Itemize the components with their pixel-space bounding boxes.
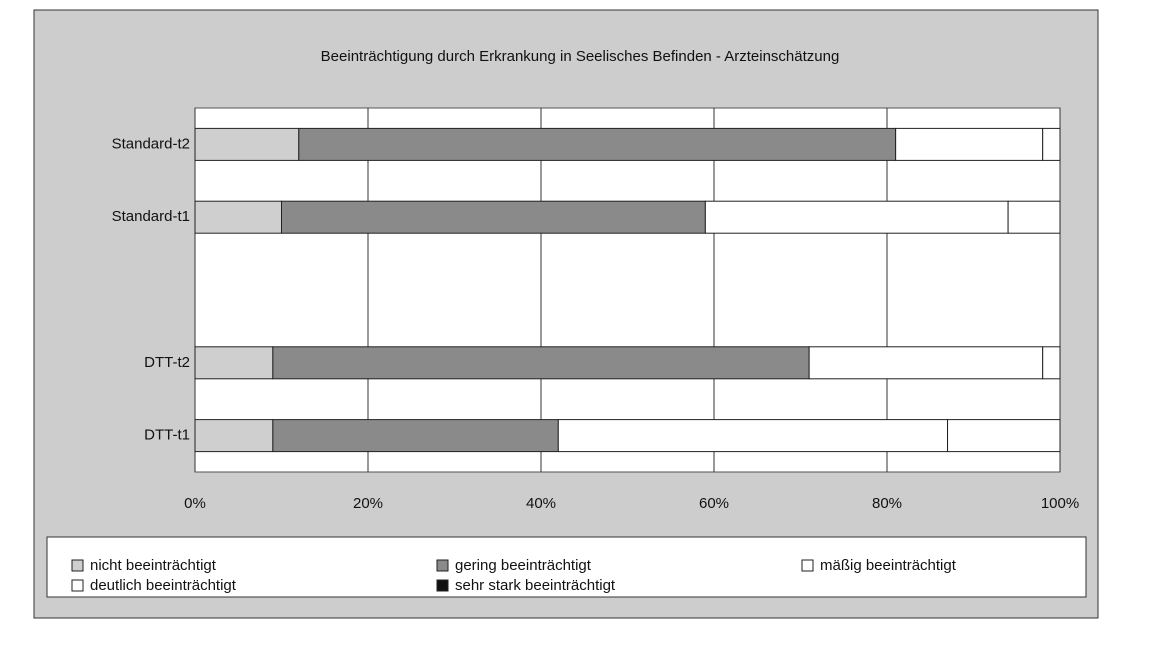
legend-swatch	[71, 579, 84, 592]
legend-label: nicht beeinträchtigt	[90, 557, 217, 574]
x-tick-label: 80%	[872, 495, 902, 512]
x-tick-label: 0%	[184, 495, 206, 512]
y-tick-label: Standard-t1	[112, 208, 190, 225]
bar-segment	[895, 127, 1044, 161]
legend-box	[46, 536, 1087, 598]
x-tick-label: 100%	[1041, 495, 1079, 512]
x-tick-label: 60%	[699, 495, 729, 512]
bar-segment	[194, 127, 300, 161]
bar-segment	[1042, 127, 1061, 161]
bar-segment	[557, 419, 949, 453]
chart-title: Beeinträchtigung durch Erkrankung in See…	[321, 48, 840, 65]
bar-segment	[272, 419, 559, 453]
bar-segment	[1042, 346, 1061, 380]
legend-swatch	[71, 559, 84, 572]
x-tick-label: 40%	[526, 495, 556, 512]
legend-swatch	[801, 559, 814, 572]
bar-segment	[194, 419, 274, 453]
legend-label: mäßig beeinträchtigt	[820, 557, 957, 574]
legend-swatch	[436, 579, 449, 592]
bar-segment	[194, 200, 282, 234]
legend-label: gering beeinträchtigt	[455, 557, 592, 574]
bar-segment	[947, 419, 1061, 453]
plot-area	[194, 107, 1061, 473]
bar-segment	[704, 200, 1009, 234]
bar-segment	[194, 346, 274, 380]
legend-label: sehr stark beeinträchtigt	[455, 577, 616, 594]
bar-segment	[808, 346, 1044, 380]
legend-label: deutlich beeinträchtigt	[90, 577, 237, 594]
y-tick-label: DTT-t1	[144, 427, 190, 444]
bar-segment	[1007, 200, 1061, 234]
y-tick-label: Standard-t2	[112, 135, 190, 152]
legend-swatch	[436, 559, 449, 572]
bar-segment	[281, 200, 706, 234]
bar-segment	[298, 127, 897, 161]
y-tick-label: DTT-t2	[144, 354, 190, 371]
x-tick-label: 20%	[353, 495, 383, 512]
bar-segment	[272, 346, 810, 380]
